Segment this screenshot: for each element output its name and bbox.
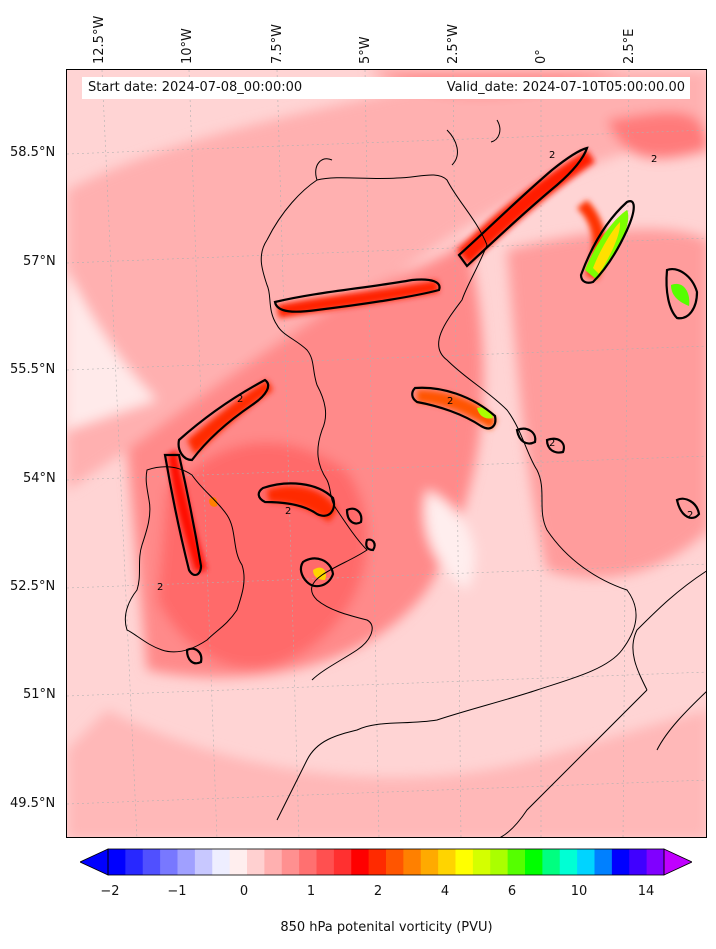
colorbar-cell <box>177 849 196 875</box>
colorbar-cell <box>247 849 265 875</box>
colorbar-cell <box>281 849 300 875</box>
pv-ridges <box>167 150 606 572</box>
contour-label: 2 <box>687 510 693 521</box>
pv-high-cores <box>209 210 690 580</box>
lon-label-12-5w: 12.5°W <box>92 15 107 64</box>
start-date-label: Start date: 2024-07-08_00:00:00 <box>88 80 303 95</box>
colorbar-tick: 0 <box>239 884 249 899</box>
contour-label: 2 <box>651 154 657 165</box>
colorbar-extend-low <box>80 848 109 876</box>
colorbar-tick: 10 <box>570 884 588 899</box>
lon-label-2-5e: 2.5°E <box>622 28 637 64</box>
coastlines <box>124 119 706 837</box>
graticule <box>67 70 706 837</box>
colorbar-cell <box>194 849 213 875</box>
date-info-bar: Start date: 2024-07-08_00:00:00 Valid_da… <box>82 77 690 99</box>
colorbar-cell <box>525 849 543 875</box>
colorbar-cell <box>594 849 613 875</box>
colorbar-cell <box>108 849 126 875</box>
lat-label-49-5n: 49.5°N <box>10 796 56 811</box>
lat-label-55-5n: 55.5°N <box>10 362 56 377</box>
contour-label: 2 <box>447 396 453 407</box>
colorbar-cell <box>577 849 595 875</box>
colorbar-cell <box>351 849 370 875</box>
contour-label: 2 <box>157 582 163 593</box>
colorbar-cell <box>646 849 665 875</box>
contour-label: 2 <box>549 438 555 449</box>
colorbar-cell <box>472 849 491 875</box>
colorbar-tick: 14 <box>637 884 655 899</box>
colorbar-cell <box>403 849 422 875</box>
pv-2-contours <box>163 146 701 665</box>
colorbar-tick: 4 <box>440 884 450 899</box>
contour-labels: 2 2 2 2 2 2 2 2 <box>157 150 693 593</box>
colorbar-cell <box>611 849 630 875</box>
contour-label: 2 <box>237 394 243 405</box>
colorbar <box>80 848 692 876</box>
colorbar-cell <box>316 849 335 875</box>
colorbar-tick: 1 <box>306 884 316 899</box>
lon-label-5w: 5°W <box>358 36 373 64</box>
colorbar-cell <box>629 849 648 875</box>
colorbar-cell <box>386 849 404 875</box>
lat-label-58-5n: 58.5°N <box>10 145 56 160</box>
colorbar-cell <box>559 849 578 875</box>
contour-label: 2 <box>285 506 291 517</box>
pv-map: 2 2 2 2 2 2 2 2 <box>67 70 706 837</box>
colorbar-cell <box>420 849 439 875</box>
lat-label-51n: 51°N <box>23 687 56 702</box>
map-panel: 2 2 2 2 2 2 2 2 <box>66 69 707 838</box>
colorbar-cell <box>438 849 456 875</box>
colorbar-cell <box>542 849 561 875</box>
colorbar-cell <box>125 849 144 875</box>
valid-date-label: Valid_date: 2024-07-10T05:00:00.00 <box>446 80 685 95</box>
colorbar-tick: 6 <box>507 884 517 899</box>
colorbar-cell <box>333 849 352 875</box>
contour-label: 2 <box>549 150 555 161</box>
colorbar-tick: −1 <box>167 884 187 899</box>
colorbar-cell <box>229 849 248 875</box>
lat-label-57n: 57°N <box>23 254 56 269</box>
colorbar-cell <box>160 849 178 875</box>
colorbar-tick: 2 <box>373 884 383 899</box>
lon-label-2-5w: 2.5°W <box>446 23 461 64</box>
lon-label-7-5w: 7.5°W <box>270 23 285 64</box>
lon-label-0: 0° <box>534 49 549 64</box>
colorbar-frame <box>107 848 665 876</box>
colorbar-cell <box>455 849 474 875</box>
colorbar-cell <box>142 849 161 875</box>
colorbar-title: 850 hPa potenital vorticity (PVU) <box>280 920 493 935</box>
lat-label-54n: 54°N <box>23 471 56 486</box>
colorbar-cell <box>212 849 231 875</box>
colorbar-cell <box>368 849 387 875</box>
colorbar-cell <box>299 849 317 875</box>
colorbar-tick: −2 <box>100 884 120 899</box>
colorbar-cell <box>507 849 526 875</box>
lat-label-52-5n: 52.5°N <box>10 579 56 594</box>
colorbar-extend-high <box>663 848 692 876</box>
colorbar-cell <box>264 849 283 875</box>
colorbar-cell <box>490 849 509 875</box>
lon-label-10w: 10°W <box>180 28 195 64</box>
